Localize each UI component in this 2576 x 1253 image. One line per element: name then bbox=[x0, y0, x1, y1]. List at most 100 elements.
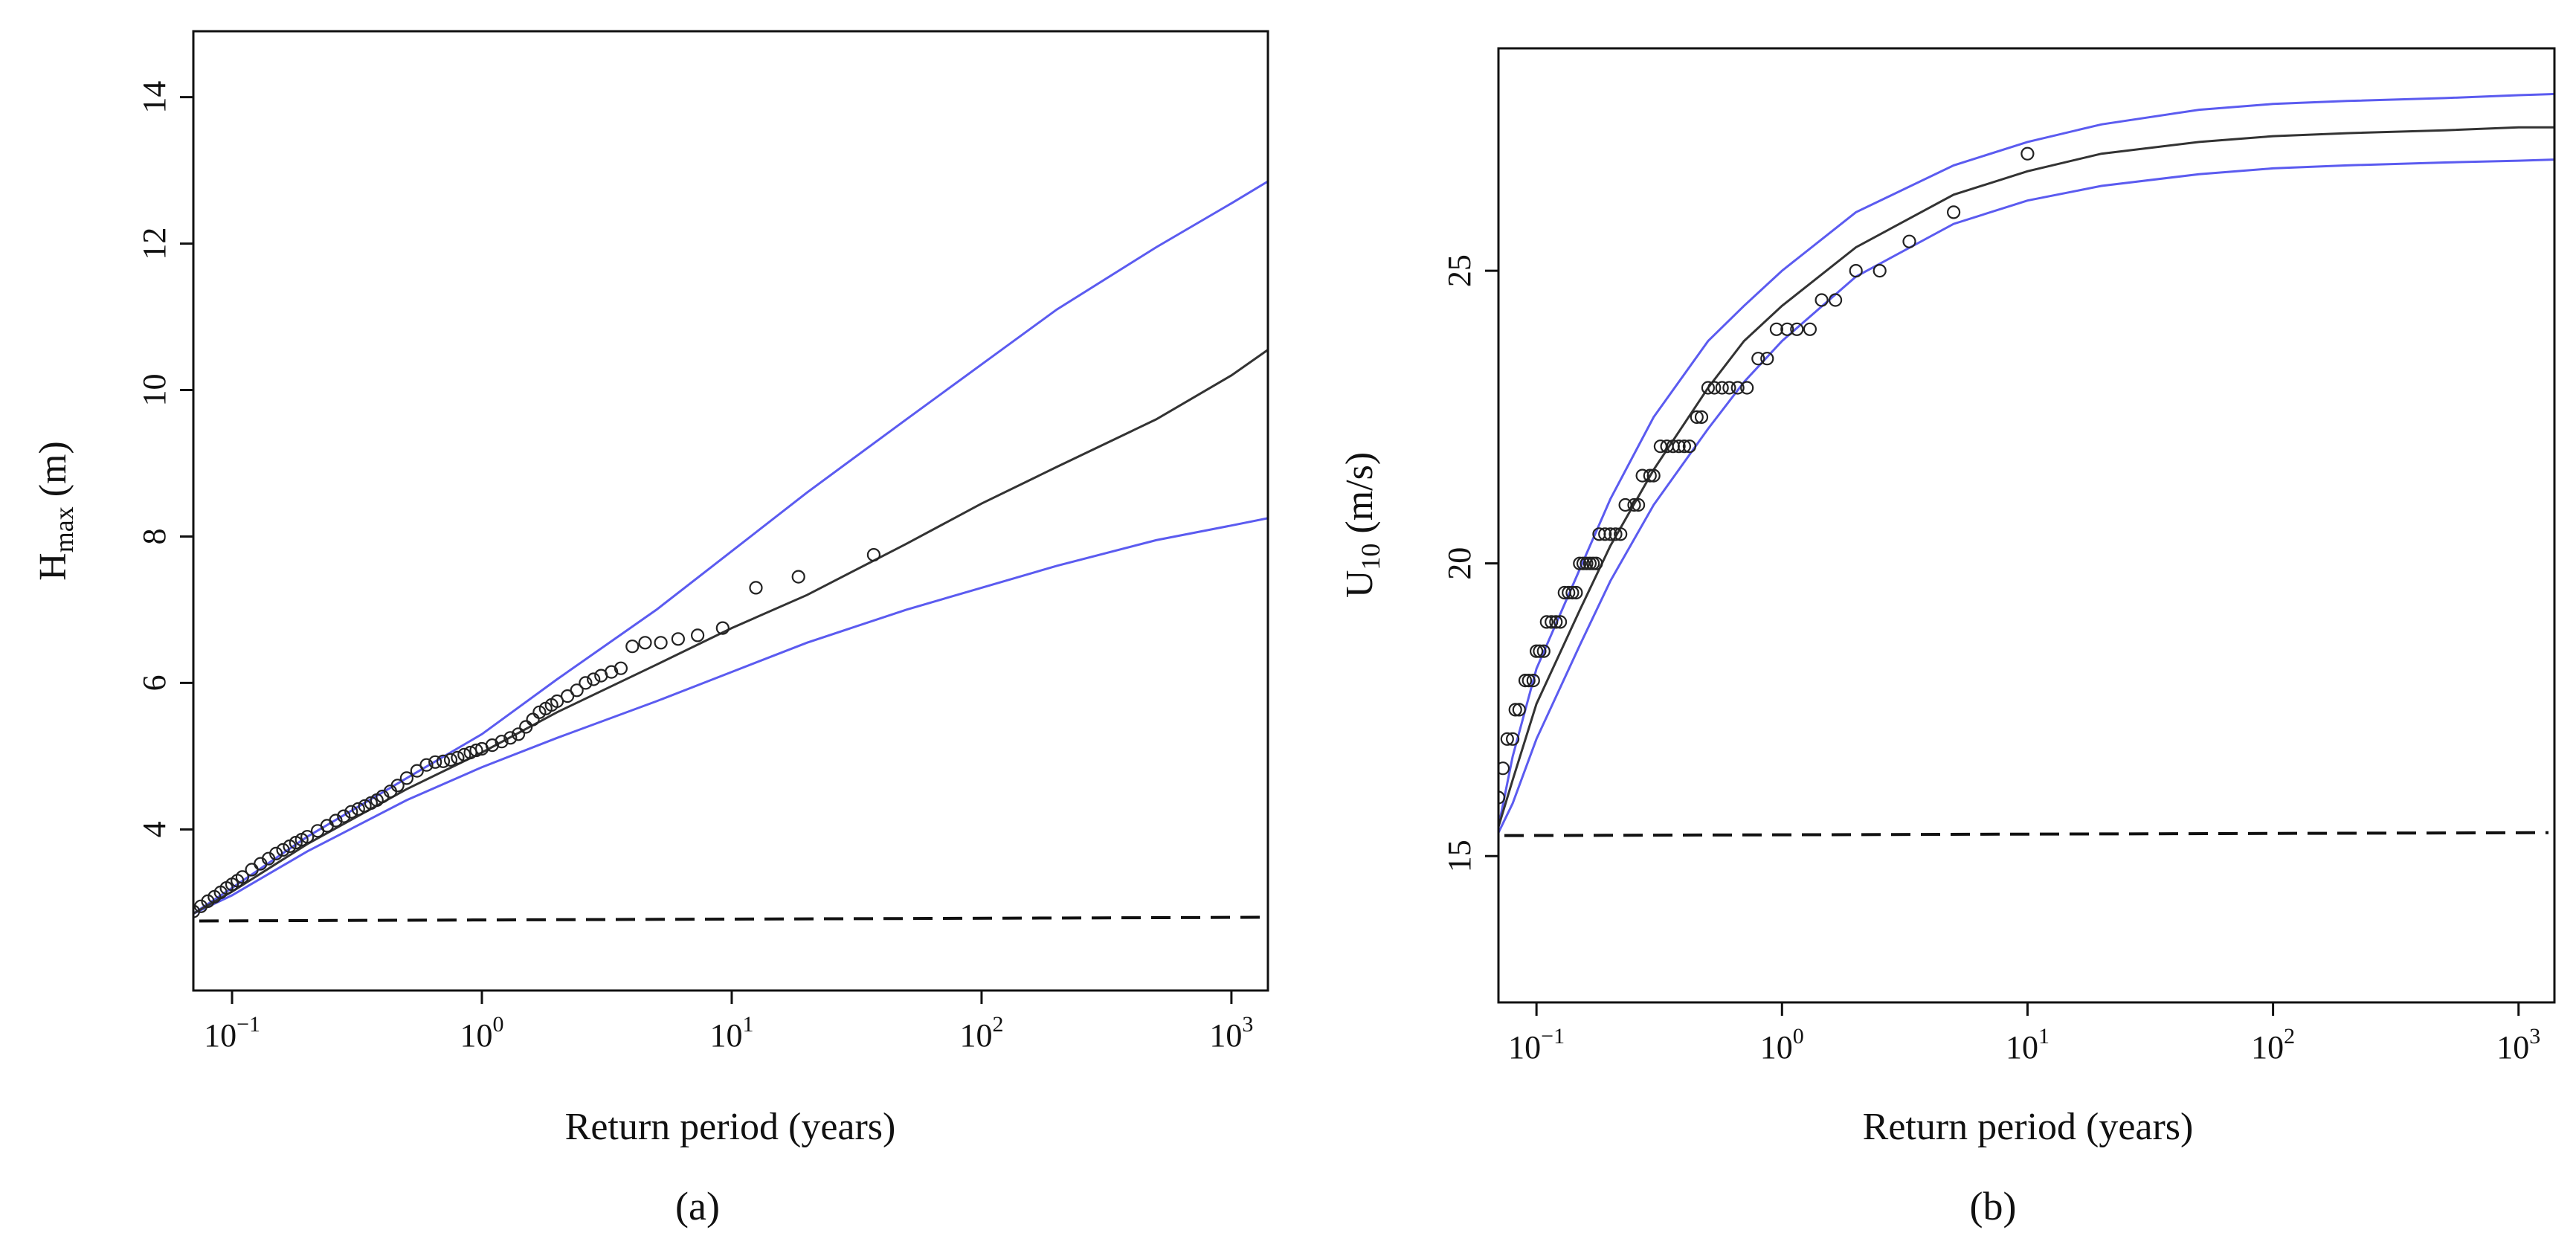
panel-a-data-point bbox=[358, 799, 372, 813]
panel-a-x-tick-label: 100 bbox=[460, 1012, 504, 1054]
panel-a-data-point bbox=[715, 621, 730, 635]
panel-b-data-point bbox=[1589, 556, 1603, 570]
panel-b-data-point bbox=[1947, 205, 1961, 219]
panel-a-data-point bbox=[749, 581, 763, 595]
panel-a-data-point bbox=[344, 805, 358, 819]
panel-a-y-axis-title-unit: (m) bbox=[32, 441, 74, 506]
panel-b-data-point bbox=[1803, 322, 1817, 336]
panel-a-x-tick-label: 101 bbox=[709, 1012, 753, 1054]
panel-b-data-point bbox=[1672, 439, 1686, 454]
panel-b-y-axis-title: U10 (m/s) bbox=[1339, 452, 1385, 598]
panel-b-data-point bbox=[1614, 527, 1628, 541]
panel-a-data-point bbox=[457, 747, 471, 762]
panel-b-data-point bbox=[1500, 732, 1514, 746]
panel-b-data-point bbox=[1603, 527, 1617, 541]
panel-b-data-point bbox=[1873, 264, 1887, 278]
panel-b-y-ticks: 15 20 25 bbox=[1441, 254, 1498, 872]
panel-a-x-tick-label: 103 bbox=[1209, 1012, 1253, 1054]
panel-a-data-point bbox=[519, 720, 533, 734]
panel-b-x-ticks: 10−1 100 101 102 103 bbox=[1508, 1002, 2540, 1066]
panel-a-data-point bbox=[300, 830, 315, 844]
panel-a-x-tick-label: 102 bbox=[959, 1012, 1003, 1054]
panel-b-y-axis-title-unit: (m/s) bbox=[1339, 452, 1381, 544]
panel-b-data-point bbox=[1740, 381, 1754, 395]
panel-b-data-point bbox=[1760, 352, 1774, 366]
panel-a-data-point bbox=[469, 743, 483, 758]
panel-a-data-point bbox=[337, 809, 351, 823]
panel-a-data-point bbox=[329, 814, 343, 828]
panel-a-data-point bbox=[451, 750, 465, 765]
panel-a-y-tick-label: 14 bbox=[136, 81, 173, 114]
panel-b-data-point bbox=[1526, 673, 1540, 688]
panel-a-data-point bbox=[866, 547, 881, 562]
panel-a-data-point bbox=[690, 628, 705, 642]
panel-b-data-point bbox=[1780, 322, 1794, 336]
panel-b-data-point bbox=[1512, 703, 1526, 717]
panel-b-data-point bbox=[1533, 644, 1547, 658]
panel-b-data-point bbox=[1545, 615, 1559, 629]
panel-a-threshold-line bbox=[199, 915, 1263, 923]
panel-a-data-point bbox=[671, 632, 686, 646]
panel-b-plot-frame bbox=[1497, 47, 2556, 1004]
panel-b-ci-lower-line bbox=[1498, 158, 2554, 834]
panel-b-data-point bbox=[1751, 352, 1765, 366]
panel-b-data-point bbox=[1902, 234, 1916, 248]
panel-b-data-point bbox=[1627, 497, 1641, 512]
panel-a-ci-lower-line bbox=[193, 517, 1268, 915]
panel-a-data-point bbox=[235, 870, 249, 884]
panel-b-data-point bbox=[1609, 527, 1623, 541]
panel-a-x-ticks: 10−1 100 101 102 103 bbox=[204, 991, 1253, 1054]
panel-b-x-tick-label: 101 bbox=[2006, 1024, 2049, 1066]
panel-a-y-ticks: 4 6 8 10 12 14 bbox=[136, 81, 193, 837]
panel-a-data-point bbox=[495, 735, 509, 749]
panel-b-y-tick-label: 20 bbox=[1441, 547, 1478, 580]
panel-b-data-point bbox=[1498, 761, 1510, 776]
panel-a-data-point bbox=[276, 843, 290, 857]
panel-a-y-tick-label: 6 bbox=[136, 674, 173, 691]
panel-a-data-point bbox=[605, 665, 619, 679]
panel-b-data-point bbox=[1769, 322, 1783, 336]
panel-b-x-axis-title: Return period (years) bbox=[1863, 1106, 2194, 1148]
panel-a-y-tick-label: 12 bbox=[136, 228, 173, 260]
panel-b-x-tick-label: 103 bbox=[2496, 1024, 2540, 1066]
panel-a-data-point bbox=[625, 640, 640, 654]
panel-a-data-point bbox=[570, 683, 584, 698]
panel-a-y-axis-title: Hmax (m) bbox=[32, 441, 79, 581]
panel-a-data-point bbox=[428, 755, 442, 769]
panel-b-data-point bbox=[1849, 264, 1863, 278]
panel-b-data-point bbox=[1539, 615, 1553, 629]
panel-b-label: (b) bbox=[1970, 1184, 2017, 1228]
panel-b-data-point bbox=[1573, 556, 1587, 570]
panel-b-x-tick-label: 100 bbox=[1760, 1024, 1804, 1066]
panel-b-data-point bbox=[1815, 293, 1829, 307]
panel-b-y-axis-title-main: U bbox=[1339, 570, 1381, 599]
panel-b-data-point bbox=[1715, 381, 1729, 395]
panel-b-data-point bbox=[1722, 381, 1736, 395]
panel-a-data-point bbox=[485, 738, 500, 753]
panel-b-ci-upper-line bbox=[1498, 92, 2554, 828]
panel-b-data-point bbox=[1730, 381, 1745, 395]
panel-b-data-point bbox=[1694, 410, 1709, 425]
panel-b-marks bbox=[1498, 92, 2554, 837]
panel-a-data-point bbox=[351, 802, 365, 816]
panel-b-data-point bbox=[1690, 410, 1704, 425]
panel-a-fit-line bbox=[193, 349, 1268, 915]
panel-b-data-point bbox=[1646, 468, 1661, 483]
panel-a-data-point bbox=[390, 779, 405, 793]
panel-b-data-point bbox=[1518, 673, 1533, 688]
panel-b-data-point bbox=[1643, 468, 1657, 483]
panel-b-data-point bbox=[1677, 439, 1691, 454]
panel-a-y-tick-label: 4 bbox=[136, 821, 173, 837]
panel-a-data-point bbox=[791, 570, 805, 584]
panel-a-data-point bbox=[419, 758, 434, 772]
panel-a-y-axis-title-main: H bbox=[32, 553, 74, 581]
panel-a-y-tick-label: 10 bbox=[136, 374, 173, 407]
panel-b-y-tick-label: 15 bbox=[1441, 840, 1478, 872]
panel-a-data-point bbox=[587, 672, 601, 686]
panel-b-data-point bbox=[1549, 615, 1563, 629]
panel-b-y-axis-title-sub: 10 bbox=[1356, 544, 1385, 570]
panel-b-threshold-line bbox=[1504, 831, 2549, 837]
panel-b-data-point bbox=[1536, 644, 1551, 658]
panel-b-data-point bbox=[1707, 381, 1722, 395]
